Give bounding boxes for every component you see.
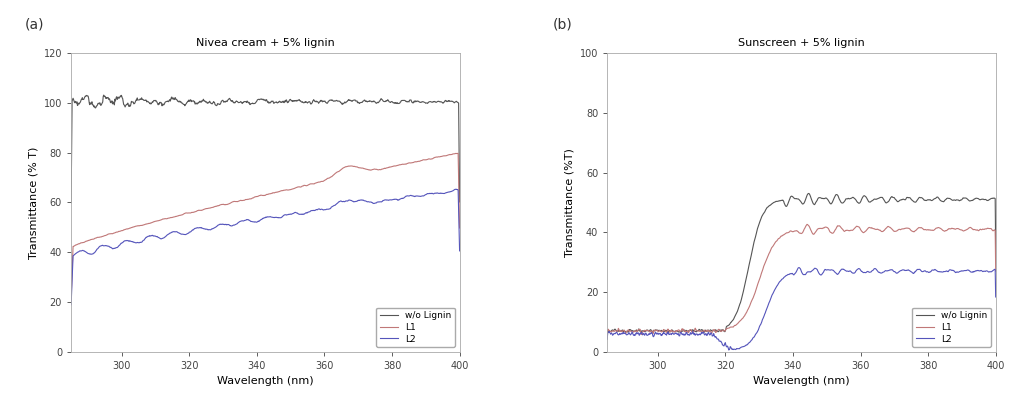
- L1: [896, 227, 908, 231]
- Line: w/o Lignin: w/o Lignin: [608, 193, 996, 338]
- L2: [313, 207, 325, 211]
- Line: L1: L1: [71, 153, 459, 299]
- Line: L2: L2: [71, 189, 459, 305]
- L1: [837, 228, 849, 233]
- L2: [360, 199, 372, 204]
- L1: [65, 297, 77, 301]
- L2: [838, 267, 850, 272]
- L2: [301, 211, 313, 216]
- w/o Lignin: [292, 99, 304, 103]
- Title: Nivea cream + 5% lignin: Nivea cream + 5% lignin: [196, 38, 334, 48]
- L1: [453, 225, 465, 230]
- L1: [301, 183, 313, 188]
- Line: L2: L2: [608, 267, 996, 350]
- w/o Lignin: [65, 200, 77, 205]
- Line: w/o Lignin: w/o Lignin: [71, 95, 459, 203]
- L1: [88, 236, 101, 241]
- w/o Lignin: [936, 199, 948, 204]
- L1: [399, 162, 411, 166]
- L1: [801, 222, 813, 227]
- w/o Lignin: [313, 100, 325, 105]
- Legend: w/o Lignin, L1, L2: w/o Lignin, L1, L2: [376, 308, 455, 347]
- L1: [849, 225, 862, 230]
- Legend: w/o Lignin, L1, L2: w/o Lignin, L1, L2: [912, 308, 992, 347]
- L1: [625, 329, 637, 334]
- L1: [827, 231, 839, 236]
- L1: [291, 185, 303, 190]
- Line: L1: L1: [608, 225, 996, 337]
- L2: [65, 302, 77, 307]
- X-axis label: Wavelength (nm): Wavelength (nm): [217, 376, 314, 387]
- w/o Lignin: [827, 198, 839, 202]
- L2: [601, 337, 614, 342]
- Text: (a): (a): [24, 17, 44, 31]
- w/o Lignin: [453, 200, 465, 204]
- L2: [453, 248, 465, 253]
- L2: [722, 348, 735, 353]
- w/o Lignin: [849, 197, 862, 202]
- L2: [897, 267, 909, 272]
- L2: [88, 250, 101, 255]
- w/o Lignin: [837, 200, 849, 205]
- w/o Lignin: [896, 197, 908, 202]
- w/o Lignin: [803, 191, 815, 196]
- L2: [937, 270, 949, 274]
- w/o Lignin: [88, 105, 101, 110]
- L1: [601, 335, 614, 340]
- L2: [450, 187, 462, 192]
- L2: [793, 265, 806, 270]
- L2: [828, 268, 840, 273]
- w/o Lignin: [400, 99, 412, 104]
- X-axis label: Wavelength (nm): Wavelength (nm): [753, 376, 849, 387]
- w/o Lignin: [625, 328, 637, 333]
- Title: Sunscreen + 5% lignin: Sunscreen + 5% lignin: [738, 38, 865, 48]
- L1: [313, 180, 325, 184]
- L1: [990, 269, 1002, 274]
- w/o Lignin: [302, 101, 314, 106]
- L2: [849, 269, 862, 274]
- Text: (b): (b): [553, 17, 573, 31]
- w/o Lignin: [360, 99, 372, 103]
- L2: [625, 332, 637, 337]
- L1: [936, 227, 948, 232]
- Y-axis label: Transmittance (%T): Transmittance (%T): [564, 148, 574, 257]
- L1: [360, 166, 372, 171]
- w/o Lignin: [990, 247, 1002, 252]
- L2: [990, 294, 1002, 299]
- L1: [451, 151, 463, 156]
- Y-axis label: Transmittance (% T): Transmittance (% T): [28, 146, 38, 258]
- w/o Lignin: [98, 92, 110, 97]
- L2: [399, 194, 411, 199]
- L2: [291, 211, 303, 216]
- w/o Lignin: [601, 335, 614, 340]
